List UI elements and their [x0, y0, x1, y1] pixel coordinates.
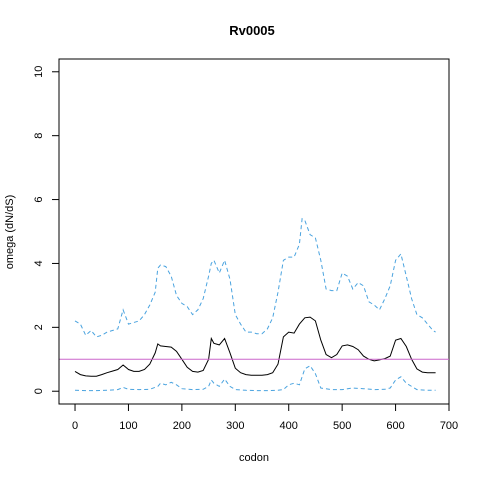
- x-tick-label: 700: [440, 420, 458, 432]
- y-tick-label: 10: [33, 66, 45, 78]
- y-tick-label: 0: [33, 388, 45, 394]
- y-tick-label: 4: [33, 260, 45, 266]
- x-tick-label: 300: [226, 420, 244, 432]
- y-axis: 0 2 4 6 8 10: [33, 66, 60, 394]
- x-tick-label: 0: [72, 420, 78, 432]
- x-axis-label: codon: [239, 452, 269, 464]
- series-line-bound-1: [74, 217, 436, 338]
- plot-frame: [58, 58, 450, 405]
- x-tick-label: 200: [173, 420, 191, 432]
- y-tick-label: 6: [33, 197, 45, 203]
- x-tick-label: 500: [333, 420, 351, 432]
- y-tick-label: 8: [33, 133, 45, 139]
- series-layer: [74, 217, 436, 392]
- series-line-estimate: [74, 316, 436, 377]
- x-tick-label: 400: [280, 420, 298, 432]
- x-tick-label: 100: [119, 420, 137, 432]
- y-axis-label: omega (dN/dS): [4, 195, 16, 270]
- y-tick-label: 2: [33, 324, 45, 330]
- series-line-bound-2: [74, 365, 436, 392]
- x-axis: 0 100 200 300 400 500 600 700: [72, 403, 458, 432]
- chart-title: Rv0005: [229, 23, 275, 38]
- x-tick-label: 600: [386, 420, 404, 432]
